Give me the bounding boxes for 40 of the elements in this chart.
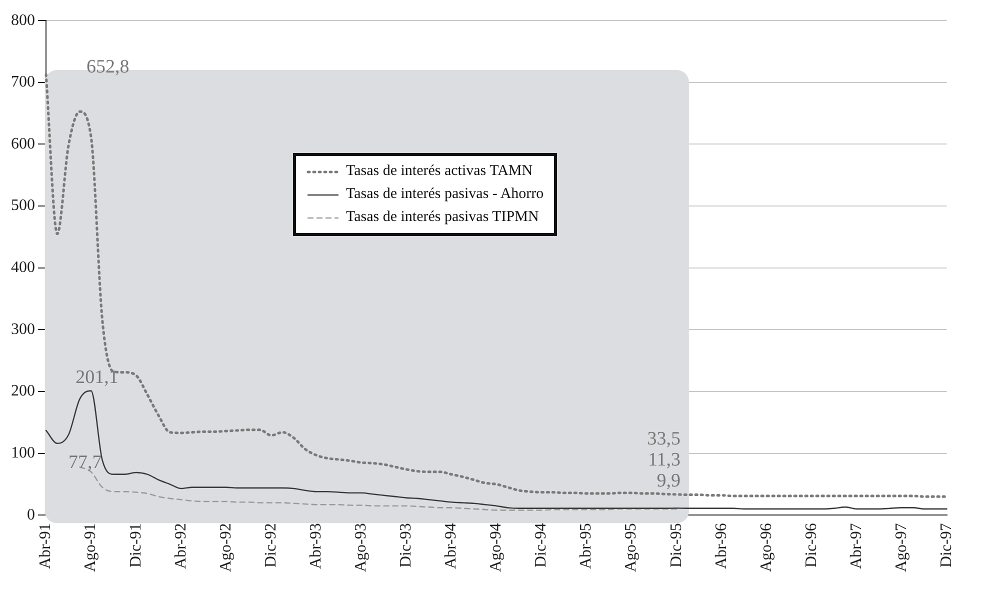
annotation: 652,8 — [86, 56, 130, 78]
annotation: 77,7 — [68, 452, 102, 474]
y-tick-label: 700 — [11, 74, 35, 91]
x-tick-label: Dic-91 — [127, 523, 144, 568]
x-tick-label: Abr-93 — [307, 523, 324, 570]
x-tick-label: Dic-94 — [532, 523, 550, 568]
x-tick-label: Abr-97 — [848, 523, 865, 570]
annotation: 11,3 — [648, 449, 681, 470]
legend-label: Tasas de interés pasivas TIPMN — [346, 209, 539, 226]
y-tick-label: 100 — [11, 444, 35, 462]
x-tick-label: Dic-96 — [802, 523, 820, 568]
x-tick-label: Abr-94 — [442, 523, 460, 570]
y-tick-label: 600 — [11, 135, 35, 152]
x-tick-label: Ago-96 — [758, 523, 775, 572]
x-tick-label: Ago-95 — [622, 523, 640, 572]
annotation: 9,9 — [656, 470, 681, 492]
x-tick-label: Ago-97 — [892, 523, 910, 572]
x-tick-label: Dic-92 — [262, 523, 280, 568]
x-tick-label: Abr-96 — [712, 523, 730, 570]
x-tick-label: Dic-95 — [668, 523, 685, 568]
y-tick-label: 400 — [11, 259, 35, 276]
y-tick-label: 0 — [27, 506, 35, 524]
x-tick-label: Abr-92 — [172, 523, 190, 570]
legend-label: Tasas de interés activas TAMN — [346, 163, 533, 180]
x-tick-label: Ago-91 — [82, 523, 100, 572]
x-tick-label: Ago-94 — [488, 523, 505, 572]
x-tick-label: Abr-95 — [578, 523, 595, 570]
x-tick-label: Ago-93 — [352, 523, 370, 572]
x-tick-label: Dic-97 — [938, 523, 956, 568]
line-series — [45, 390, 948, 510]
legend-label: Tasas de interés pasivas - Ahorro — [346, 186, 544, 203]
y-tick-label: 200 — [11, 382, 35, 400]
annotation: 201,1 — [76, 366, 118, 388]
x-tick-label: Dic-93 — [398, 523, 415, 568]
x-tick-label: Abr-91 — [37, 523, 54, 570]
annotation: 33,5 — [647, 428, 681, 450]
y-tick-label: 800 — [11, 12, 35, 29]
x-tick-label: Ago-92 — [217, 523, 234, 572]
y-tick-label: 500 — [11, 197, 35, 214]
y-tick-label: 300 — [11, 320, 35, 338]
